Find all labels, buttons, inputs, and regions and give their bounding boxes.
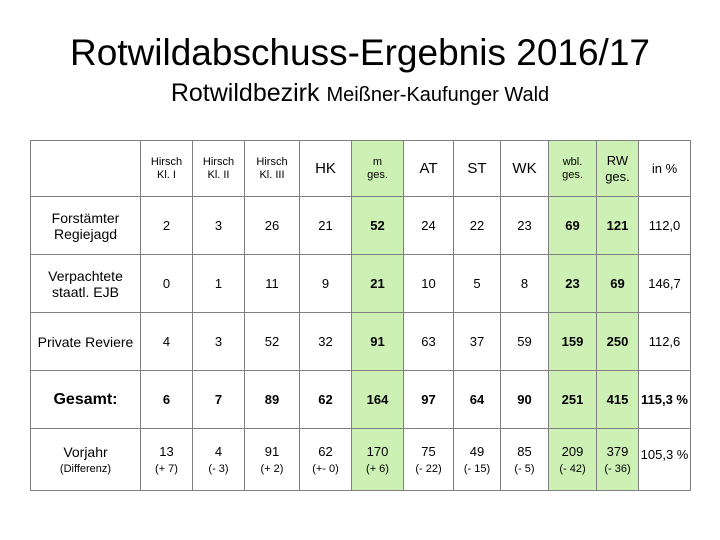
header-row: Hirsch Kl. I Hirsch Kl. II Hirsch Kl. III H… [30, 140, 691, 197]
cell: 105,3 % [638, 428, 691, 491]
header-hirsch-kl2: Hirsch Kl. II [192, 140, 245, 197]
cell: 11 [244, 254, 300, 313]
cell: 121 [596, 196, 639, 255]
cell: 23 [500, 196, 549, 255]
header-hirsch-kl3: Hirsch Kl. III [244, 140, 300, 197]
cell: 21 [351, 254, 404, 313]
cell: 170 (+ 6) [351, 428, 404, 491]
header-hk: HK [299, 140, 352, 197]
cell: 250 [596, 312, 639, 371]
page-subtitle: Rotwildbezirk Meißner-Kaufunger Wald [0, 78, 720, 110]
cell: 1 [192, 254, 245, 313]
cell: 24 [403, 196, 454, 255]
header-wk: WK [500, 140, 549, 197]
cell: 112,6 [638, 312, 691, 371]
row-label: Gesamt: [30, 370, 141, 429]
header-empty [30, 140, 141, 197]
cell: 251 [548, 370, 597, 429]
cell: 159 [548, 312, 597, 371]
cell: 97 [403, 370, 454, 429]
row-label: Verpachtete staatl. EJB [30, 254, 141, 313]
cell: 23 [548, 254, 597, 313]
header-at: AT [403, 140, 454, 197]
cell: 13 (+ 7) [140, 428, 193, 491]
row-label: Private Reviere [30, 312, 141, 371]
cell: 91 [351, 312, 404, 371]
cell: 164 [351, 370, 404, 429]
cell: 146,7 [638, 254, 691, 313]
cell: 5 [453, 254, 501, 313]
cell: 4 [140, 312, 193, 371]
cell: 64 [453, 370, 501, 429]
subtitle-main: Rotwildbezirk [170, 79, 327, 107]
cell: 62 [299, 370, 352, 429]
cell: 4 (- 3) [192, 428, 245, 491]
cell: 69 [548, 196, 597, 255]
cell: 62 (+- 0) [299, 428, 352, 491]
cell: 26 [244, 196, 300, 255]
cell: 6 [140, 370, 193, 429]
header-percent: in % [638, 140, 691, 197]
cell: 32 [299, 312, 352, 371]
cell: 91 (+ 2) [244, 428, 300, 491]
cell: 89 [244, 370, 300, 429]
cell: 63 [403, 312, 454, 371]
cell: 10 [403, 254, 454, 313]
cell: 3 [192, 312, 245, 371]
row-label: Vorjahr (Differenz) [30, 428, 141, 491]
cell: 8 [500, 254, 549, 313]
cell: 3 [192, 196, 245, 255]
cell: 59 [500, 312, 549, 371]
results-table: Hirsch Kl. I Hirsch Kl. II Hirsch Kl. III H… [30, 140, 691, 491]
cell: 112,0 [638, 196, 691, 255]
cell: 85 (- 5) [500, 428, 549, 491]
cell: 0 [140, 254, 193, 313]
cell: 37 [453, 312, 501, 371]
row-label: Forstämter Regiejagd [30, 196, 141, 255]
table-row-verpachtete: Verpachtete staatl. EJB 0 1 11 9 21 10 5… [30, 254, 691, 313]
cell: 52 [351, 196, 404, 255]
header-st: ST [453, 140, 501, 197]
cell: 9 [299, 254, 352, 313]
cell: 115,3 % [638, 370, 691, 429]
cell: 209 (- 42) [548, 428, 597, 491]
header-m-ges: m ges. [351, 140, 404, 197]
subtitle-region: Meißner-Kaufunger Wald [326, 84, 550, 106]
page-title: Rotwildabschuss-Ergebnis 2016/17 [69, 32, 650, 73]
table-row-forstaemter: Forstämter Regiejagd 2 3 26 21 52 24 22 … [30, 196, 691, 255]
cell: 379 (- 36) [596, 428, 639, 491]
cell: 69 [596, 254, 639, 313]
header-rw-ges: RW ges. [596, 140, 639, 197]
header-hirsch-kl1: Hirsch Kl. I [140, 140, 193, 197]
header-wbl-ges: wbl. ges. [548, 140, 597, 197]
table-row-vorjahr: Vorjahr (Differenz) 13 (+ 7) 4 (- 3) 91 (+ 2… [30, 428, 691, 491]
cell: 49 (- 15) [453, 428, 501, 491]
cell: 22 [453, 196, 501, 255]
table-row-private: Private Reviere 4 3 52 32 91 63 37 59 15… [30, 312, 691, 371]
cell: 7 [192, 370, 245, 429]
cell: 2 [140, 196, 193, 255]
cell: 21 [299, 196, 352, 255]
cell: 52 [244, 312, 300, 371]
table-row-gesamt: Gesamt: 6 7 89 62 164 97 64 90 251 415 1… [30, 370, 691, 429]
cell: 415 [596, 370, 639, 429]
cell: 90 [500, 370, 549, 429]
cell: 75 (- 22) [403, 428, 454, 491]
